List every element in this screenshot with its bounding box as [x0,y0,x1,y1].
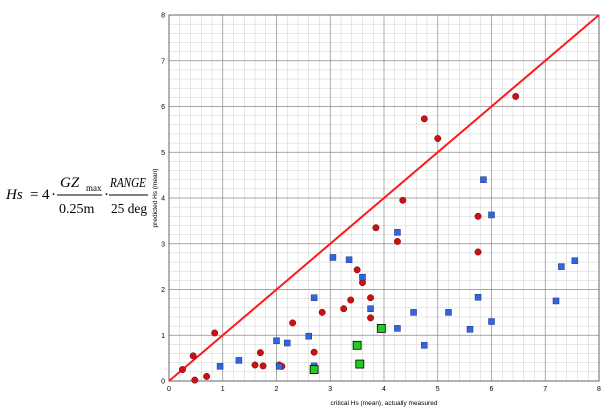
formula-dot-1: · [51,187,56,203]
data-point-circle [367,294,375,302]
data-point-circle [289,319,297,327]
data-point-circle [474,212,482,220]
data-point-circle [347,296,355,304]
data-point-circle [340,305,348,313]
data-point-square-blue [571,257,579,264]
y-tick-label: 8 [161,13,165,20]
y-tick-label: 5 [161,150,165,157]
data-point-circle [512,92,520,100]
formula-numerator-1: GZ [60,175,80,191]
data-point-circle [191,376,199,384]
formula-denominator-2: 25 deg [111,202,147,217]
x-tick-label: 0 [167,386,171,393]
data-point-square-blue [329,254,337,261]
data-point-square-blue [445,309,452,316]
y-axis-label: predicted Hs (mean) [152,169,159,228]
data-point-circle [259,362,267,370]
formula-lhs: Hs [5,187,23,203]
data-point-square-green [309,365,319,374]
hs-formula: Hs = 4 · GZ max 0.25m · RANGE 25 deg [5,175,148,217]
data-point-square-blue [394,229,401,236]
data-point-circle [211,329,219,337]
data-point-circle [353,266,361,274]
data-point-square-blue [235,357,243,364]
data-point-square-blue [216,363,224,370]
data-point-circle [434,135,442,142]
data-point-square-blue [488,318,495,325]
formula-coefficient: 4 [42,187,50,203]
y-tick-label: 6 [161,104,165,111]
data-point-circle [367,314,375,322]
data-points [178,92,579,384]
data-point-square-blue [367,305,374,312]
reference-line-y-equals-x [168,14,600,382]
formula-numerator-1-subscript: max [86,183,102,193]
data-point-circle [310,348,318,356]
y-tick-label: 3 [161,241,165,248]
y-axis-ticks: 0 1 2 3 4 5 6 7 8 [161,13,165,386]
data-point-square-blue [552,297,560,305]
data-point-square-blue [310,294,318,301]
y-tick-label: 1 [161,333,165,340]
data-point-circle [251,361,259,369]
x-tick-label: 8 [597,386,601,393]
plot-area-border [168,14,600,382]
data-point-square-blue [480,176,487,183]
data-point-square-blue [474,294,482,301]
formula-denominator-1: 0.25m [59,202,95,217]
data-point-square-green [355,359,365,369]
data-point-square-blue [345,256,353,264]
data-point-square-blue [273,337,280,344]
data-point-square-blue [466,326,474,333]
data-point-square-blue [421,342,428,349]
y-tick-label: 7 [161,58,165,65]
y-tick-label: 4 [161,196,165,203]
data-point-square-blue [558,263,565,270]
data-point-circle [474,248,482,256]
data-point-circle [203,372,211,380]
data-point-square-blue [410,309,417,316]
data-point-square-blue [275,363,283,370]
data-point-square-blue [305,332,312,340]
x-tick-label: 1 [221,386,225,393]
data-point-circle [256,349,264,357]
data-point-circle [399,196,407,204]
data-point-square-blue [359,273,366,281]
x-tick-label: 6 [490,386,494,393]
x-tick-label: 4 [382,386,386,393]
y-tick-label: 0 [161,379,165,386]
data-point-square-blue [488,211,495,219]
data-point-circle [420,115,428,123]
data-point-circle [372,224,380,232]
data-point-circle [393,238,401,245]
data-point-circle [189,352,197,360]
data-point-square-green [352,340,362,350]
formula-equals: = [30,187,38,203]
data-point-square-blue [394,325,401,332]
y-tick-label: 2 [161,287,165,294]
x-axis-ticks: 0 1 2 3 4 5 6 7 8 [167,386,601,393]
x-axis-label: critical Hs (mean), actually measured [331,400,438,407]
x-tick-label: 2 [275,386,279,393]
data-point-circle [178,366,186,374]
formula-numerator-2: RANGE [109,176,146,191]
data-point-square-green [376,323,386,333]
x-tick-label: 3 [328,386,332,393]
data-point-circle [318,308,326,316]
x-tick-label: 5 [436,386,440,393]
data-point-square-blue [284,339,291,347]
x-tick-label: 7 [543,386,547,393]
formula-dot-2: · [104,187,109,203]
